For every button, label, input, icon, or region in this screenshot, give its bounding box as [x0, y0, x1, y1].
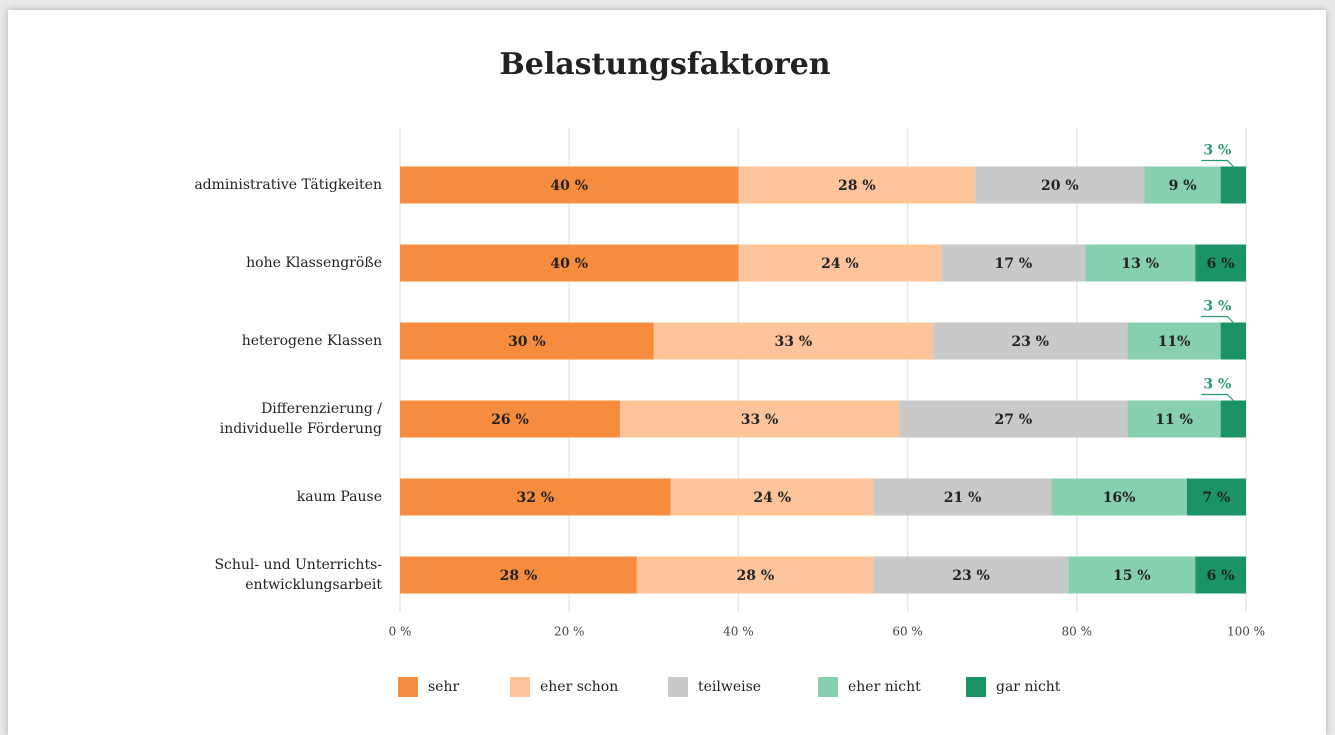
bar-segment	[1195, 244, 1246, 282]
bar-segment	[400, 166, 739, 204]
value-label: 7 %	[1202, 490, 1230, 506]
bar-segment	[400, 322, 654, 360]
y-tick-label: heterogene Klassen	[242, 333, 382, 349]
legend-label: gar nicht	[996, 679, 1061, 695]
value-label: 24 %	[821, 256, 859, 272]
value-label: 15 %	[1113, 568, 1151, 584]
bar-segment	[1085, 244, 1196, 282]
value-label: 40 %	[550, 256, 588, 272]
value-label: 21 %	[944, 490, 982, 506]
bar-segment	[1220, 322, 1246, 360]
bar-segment	[1127, 400, 1221, 438]
x-tick-label: 0 %	[389, 625, 412, 639]
y-tick-label: hohe Klassengröße	[246, 255, 382, 271]
legend-swatch	[398, 677, 418, 697]
value-label: 26 %	[491, 412, 529, 428]
value-label: 16%	[1103, 490, 1136, 506]
value-label: 6 %	[1207, 256, 1235, 272]
value-label: 13 %	[1121, 256, 1159, 272]
bar-segment	[400, 400, 620, 438]
chart-title: Belastungsfaktoren	[499, 47, 830, 82]
y-tick-label: entwicklungsarbeit	[245, 577, 382, 593]
value-label: 30 %	[508, 334, 546, 350]
bar-segment	[738, 166, 976, 204]
y-tick-label: kaum Pause	[297, 489, 382, 505]
value-label: 3 %	[1203, 299, 1231, 315]
value-label: 33 %	[741, 412, 779, 428]
x-tick-label: 60 %	[892, 625, 923, 639]
leader-line	[1201, 393, 1234, 401]
value-label: 32 %	[517, 490, 555, 506]
value-label: 23 %	[1011, 334, 1049, 350]
value-label: 17 %	[995, 256, 1033, 272]
value-label: 23 %	[952, 568, 990, 584]
value-label: 11%	[1158, 334, 1191, 350]
value-label: 20 %	[1041, 178, 1079, 194]
legend-label: eher schon	[540, 679, 618, 695]
bar-segment	[1186, 478, 1246, 516]
value-label: 28 %	[736, 568, 774, 584]
x-tick-label: 80 %	[1062, 625, 1093, 639]
value-label: 3 %	[1203, 143, 1231, 159]
bar-segment	[1144, 166, 1221, 204]
value-label: 40 %	[550, 178, 588, 194]
value-label: 9 %	[1169, 178, 1197, 194]
bar-segment	[653, 322, 933, 360]
card	[8, 10, 1326, 735]
bar-segment	[1051, 478, 1187, 516]
y-tick-label: administrative Tätigkeiten	[194, 177, 382, 193]
legend-swatch	[818, 677, 838, 697]
bar-segment	[400, 244, 739, 282]
value-label: 11 %	[1155, 412, 1193, 428]
bar-segment	[619, 400, 900, 438]
bar-segment	[1195, 556, 1246, 594]
bar-segment	[738, 244, 942, 282]
bar-segment	[400, 478, 671, 516]
value-label: 24 %	[753, 490, 791, 506]
value-label: 27 %	[995, 412, 1033, 428]
value-label: 6 %	[1207, 568, 1235, 584]
legend-swatch	[510, 677, 530, 697]
bar-segment	[1220, 166, 1246, 204]
legend-swatch	[966, 677, 986, 697]
x-tick-label: 100 %	[1227, 625, 1265, 639]
value-label: 3 %	[1203, 377, 1231, 393]
bar-segment	[873, 478, 1052, 516]
bar-segment	[873, 556, 1069, 594]
leader-line	[1201, 315, 1234, 323]
x-tick-label: 40 %	[723, 625, 754, 639]
x-tick-label: 20 %	[554, 625, 585, 639]
bar-segment	[1220, 400, 1246, 438]
bar-segment	[932, 322, 1128, 360]
bar-segment	[1127, 322, 1221, 360]
legend-label: teilweise	[698, 679, 761, 695]
bar-segment	[899, 400, 1128, 438]
y-tick-label: individuelle Förderung	[220, 421, 382, 437]
value-label: 28 %	[500, 568, 538, 584]
bar-segment	[636, 556, 874, 594]
bar-segment	[975, 166, 1145, 204]
value-label: 28 %	[838, 178, 876, 194]
value-label: 33 %	[775, 334, 813, 350]
bar-segment	[400, 556, 637, 594]
y-tick-label: Differenzierung /	[261, 401, 382, 417]
y-tick-label: Schul- und Unterrichts-	[214, 557, 382, 573]
legend-label: eher nicht	[848, 679, 921, 695]
leader-line	[1201, 159, 1234, 167]
bar-segment	[1068, 556, 1196, 594]
bar-segment	[941, 244, 1086, 282]
legend-label: sehr	[428, 679, 459, 695]
bar-segment	[670, 478, 874, 516]
legend-swatch	[668, 677, 688, 697]
